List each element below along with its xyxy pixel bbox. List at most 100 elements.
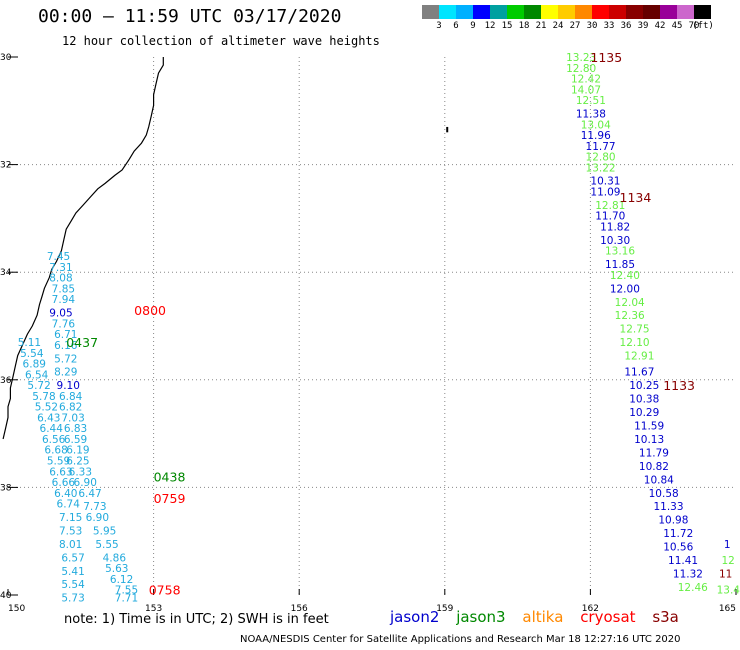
color-scale-bar (422, 5, 711, 19)
satellite-legend: jason2 jason3 altika cryosat s3a (390, 608, 691, 626)
track-time-label: 0759 (154, 491, 186, 506)
wave-height-label: 6.74 (57, 499, 81, 511)
wave-height-label: 6.71 (54, 329, 77, 341)
wave-height-label: 9.10 (57, 380, 80, 392)
wave-height-label: 6.89 (23, 359, 46, 371)
lat-label: 38 (0, 483, 12, 493)
wave-height-label: 11.70 (595, 211, 625, 223)
lat-label: 40 (0, 591, 12, 601)
wave-height-label: 1 (724, 539, 731, 551)
track-time-label: 1133 (663, 378, 695, 393)
legend-jason2: jason2 (390, 608, 440, 626)
wave-height-label: 5.72 (27, 380, 50, 392)
color-scale-labels: 3 6 9 12 15 18 21 24 27 30 33 36 39 42 45 70 (ft) (422, 21, 740, 33)
wave-height-label: 6.90 (86, 512, 109, 524)
wave-height-label: 7.94 (52, 294, 76, 306)
wave-height-label: 6.19 (66, 445, 89, 457)
wave-height-label: 12.81 (595, 200, 625, 212)
track-time-label: 0438 (154, 470, 186, 485)
wave-height-label: 11 (719, 568, 732, 580)
color-swatch (694, 5, 711, 19)
wave-height-label: 7.76 (52, 318, 76, 330)
lon-label: 159 (436, 604, 453, 614)
color-scale-label: 30 (586, 21, 598, 31)
legend-jason3: jason3 (456, 608, 506, 626)
color-scale-label: 6 (453, 21, 459, 31)
wave-height-label: 10.30 (600, 235, 630, 247)
wave-height-label: 7.45 (47, 251, 70, 263)
wave-height-label: 11.67 (624, 367, 654, 379)
wave-height-label: 10.25 (629, 380, 659, 392)
color-scale-label: 39 (637, 21, 649, 31)
lat-label: 34 (0, 268, 12, 278)
wave-height-label: 11.77 (586, 141, 616, 153)
wave-height-label: 10.13 (634, 434, 664, 446)
wave-height-label: 12.51 (576, 95, 606, 107)
wave-height-label: 12.46 (678, 582, 708, 594)
track-time-label: 1135 (590, 50, 622, 65)
wave-height-label: 12.00 (610, 283, 640, 295)
wave-height-label: 12.40 (610, 270, 640, 282)
map-title: 00:00 – 11:59 UTC 03/17/2020 (38, 6, 342, 27)
track-time-label: 0800 (134, 303, 166, 318)
color-swatch (643, 5, 660, 19)
track-time-label: 1134 (620, 190, 652, 205)
wave-height-label: 11.85 (605, 259, 635, 271)
wave-height-label: 6.43 (37, 412, 60, 424)
legend-s3a: s3a (652, 608, 679, 626)
wave-height-label: 12 (721, 555, 734, 567)
wave-height-label: 10.56 (663, 542, 693, 554)
wave-height-label: 11.82 (600, 221, 630, 233)
wave-height-label: 12.36 (615, 310, 645, 322)
wave-height-label: 6.90 (74, 477, 97, 489)
color-scale-label: 36 (620, 21, 632, 31)
lat-label: 36 (0, 376, 12, 386)
wave-height-label: 11.59 (634, 421, 664, 433)
color-swatch (422, 5, 439, 19)
wave-height-label: 11.33 (653, 501, 683, 513)
wave-height-label: 7.15 (59, 512, 82, 524)
wave-height-label: 10.84 (644, 474, 674, 486)
track-time-label: 0758 (149, 583, 181, 598)
wave-height-label: 7.55 (115, 585, 138, 597)
wave-height-label: 5.54 (61, 579, 85, 591)
wave-height-label: 7.73 (83, 501, 106, 513)
color-scale-label: 12 (484, 21, 496, 31)
wave-height-label: 6.63 (49, 466, 72, 478)
wave-height-label: 6.33 (69, 466, 92, 478)
color-swatch (439, 5, 456, 19)
lat-label: 32 (0, 161, 11, 171)
wave-height-label: 5.59 (47, 456, 70, 468)
wave-height-label: 12.04 (615, 297, 645, 309)
wave-height-label: 7.03 (61, 412, 84, 424)
wave-height-label: 10.38 (629, 394, 659, 406)
wave-height-label: 13.04 (581, 119, 611, 131)
wave-height-label: 6.68 (44, 445, 67, 457)
color-scale-label: 18 (518, 21, 530, 31)
wave-height-label: 11.79 (639, 447, 669, 459)
wave-height-label: 6.83 (64, 423, 87, 435)
lon-label: 165 (719, 604, 736, 614)
coastline (2, 57, 164, 440)
wave-height-label: 7.53 (59, 525, 82, 537)
lon-label: 156 (291, 604, 308, 614)
wave-height-label: 5.78 (32, 391, 55, 403)
wave-height-label: 11.38 (576, 108, 606, 120)
wave-height-label: 6.82 (59, 402, 82, 414)
wave-height-label: 12.80 (586, 152, 616, 164)
color-swatch (541, 5, 558, 19)
color-scale-label: 24 (552, 21, 564, 31)
wave-height-label: 5.95 (93, 525, 116, 537)
units-note: note: 1) Time is in UTC; 2) SWH is in fe… (64, 612, 329, 627)
color-scale-label: 70 (688, 21, 700, 31)
lon-label: 162 (582, 604, 599, 614)
wave-height-label: 13.22 (586, 162, 616, 174)
map-subtitle: 12 hour collection of altimeter wave hei… (62, 34, 380, 48)
color-scale-label: 27 (569, 21, 581, 31)
wave-height-label: 8.08 (49, 273, 72, 285)
wave-height-label: 13.4 (717, 585, 740, 597)
wave-height-label: 12.80 (566, 63, 596, 75)
wave-height-label: 10.31 (590, 176, 620, 188)
wave-height-label: 6.16 (54, 340, 78, 352)
